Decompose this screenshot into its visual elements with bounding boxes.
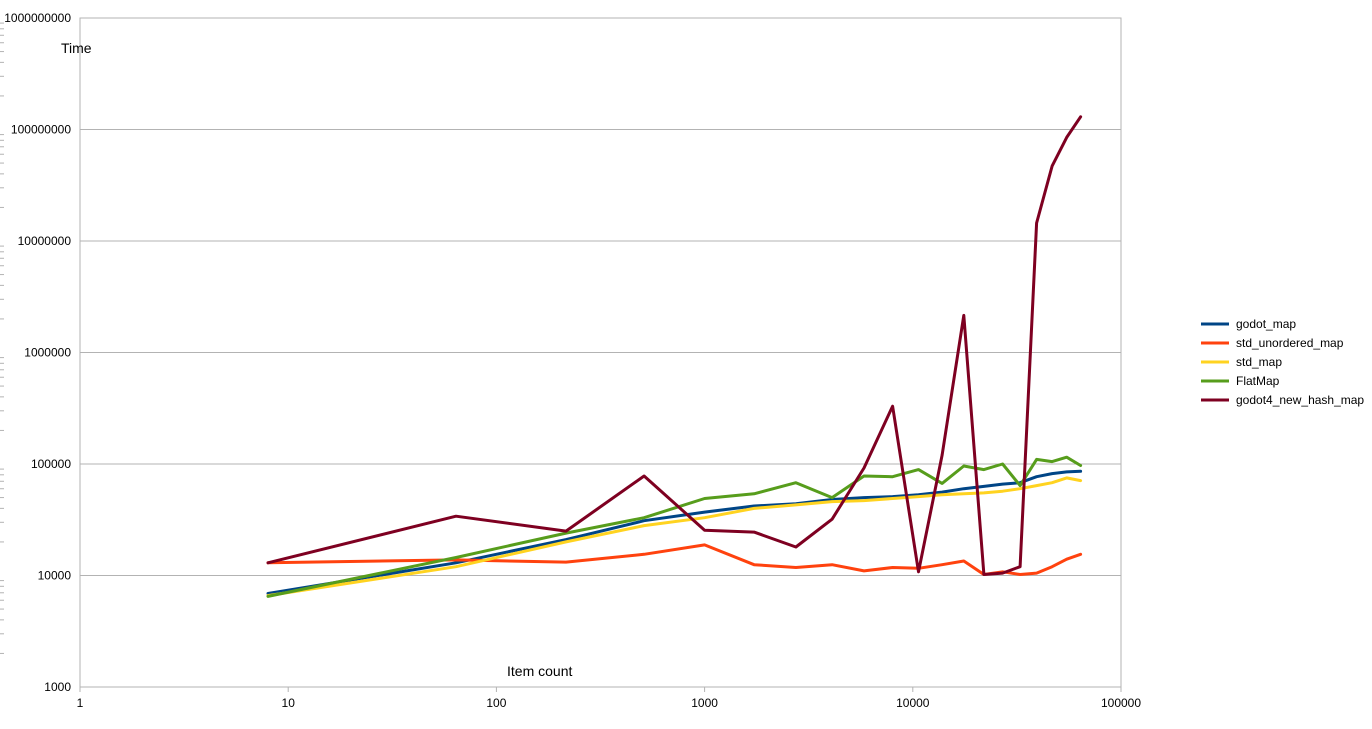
legend-item: std_unordered_map <box>1201 336 1344 350</box>
legend-label: std_unordered_map <box>1236 336 1344 350</box>
legend-item: std_map <box>1201 355 1282 369</box>
y-axis-ticks: 1000 10000 100000 1000000 10000000 100000000 1… <box>4 11 71 694</box>
plot-area <box>79 17 1122 688</box>
x-tick-label: 10000 <box>896 696 930 710</box>
series-line-godot4-new-hash-map <box>266 115 1083 576</box>
legend-label: FlatMap <box>1236 374 1280 388</box>
series-line-std-map <box>266 476 1083 598</box>
legend: godot_map std_unordered_map std_map FlatMap… <box>1201 317 1364 407</box>
y-tick-label: 100000 <box>31 457 71 471</box>
series-line-flatmap <box>266 455 1083 598</box>
legend-label: godot_map <box>1236 317 1296 331</box>
y-axis-title: Time <box>61 40 92 56</box>
y-tick-label: 1000000000 <box>4 11 71 25</box>
x-tick-label: 1000 <box>691 696 718 710</box>
y-tick-label: 100000000 <box>11 123 71 137</box>
y-tick-label: 10000 <box>38 569 72 583</box>
x-tick-label: 10 <box>282 696 296 710</box>
legend-item: godot_map <box>1201 317 1296 331</box>
y-axis-minor-ticks <box>0 22 4 654</box>
y-tick-label: 10000000 <box>18 234 72 248</box>
legend-label: godot4_new_hash_map <box>1236 393 1364 407</box>
x-tick-label: 1 <box>77 696 84 710</box>
legend-item: godot4_new_hash_map <box>1201 393 1364 407</box>
y-tick-label: 1000 <box>44 680 71 694</box>
series-lines <box>266 115 1083 598</box>
x-axis-title: Item count <box>507 663 572 679</box>
x-tick-label: 100 <box>486 696 506 710</box>
x-axis-ticks: 1 10 100 1000 10000 100000 <box>77 687 1141 710</box>
y-tick-label: 1000000 <box>24 346 71 360</box>
gridlines <box>80 17 1121 688</box>
legend-item: FlatMap <box>1201 374 1280 388</box>
x-tick-label: 100000 <box>1101 696 1141 710</box>
legend-label: std_map <box>1236 355 1282 369</box>
series-line-std-unordered-map <box>266 543 1083 576</box>
